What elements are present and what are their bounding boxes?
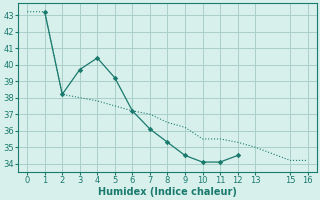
- X-axis label: Humidex (Indice chaleur): Humidex (Indice chaleur): [98, 187, 237, 197]
